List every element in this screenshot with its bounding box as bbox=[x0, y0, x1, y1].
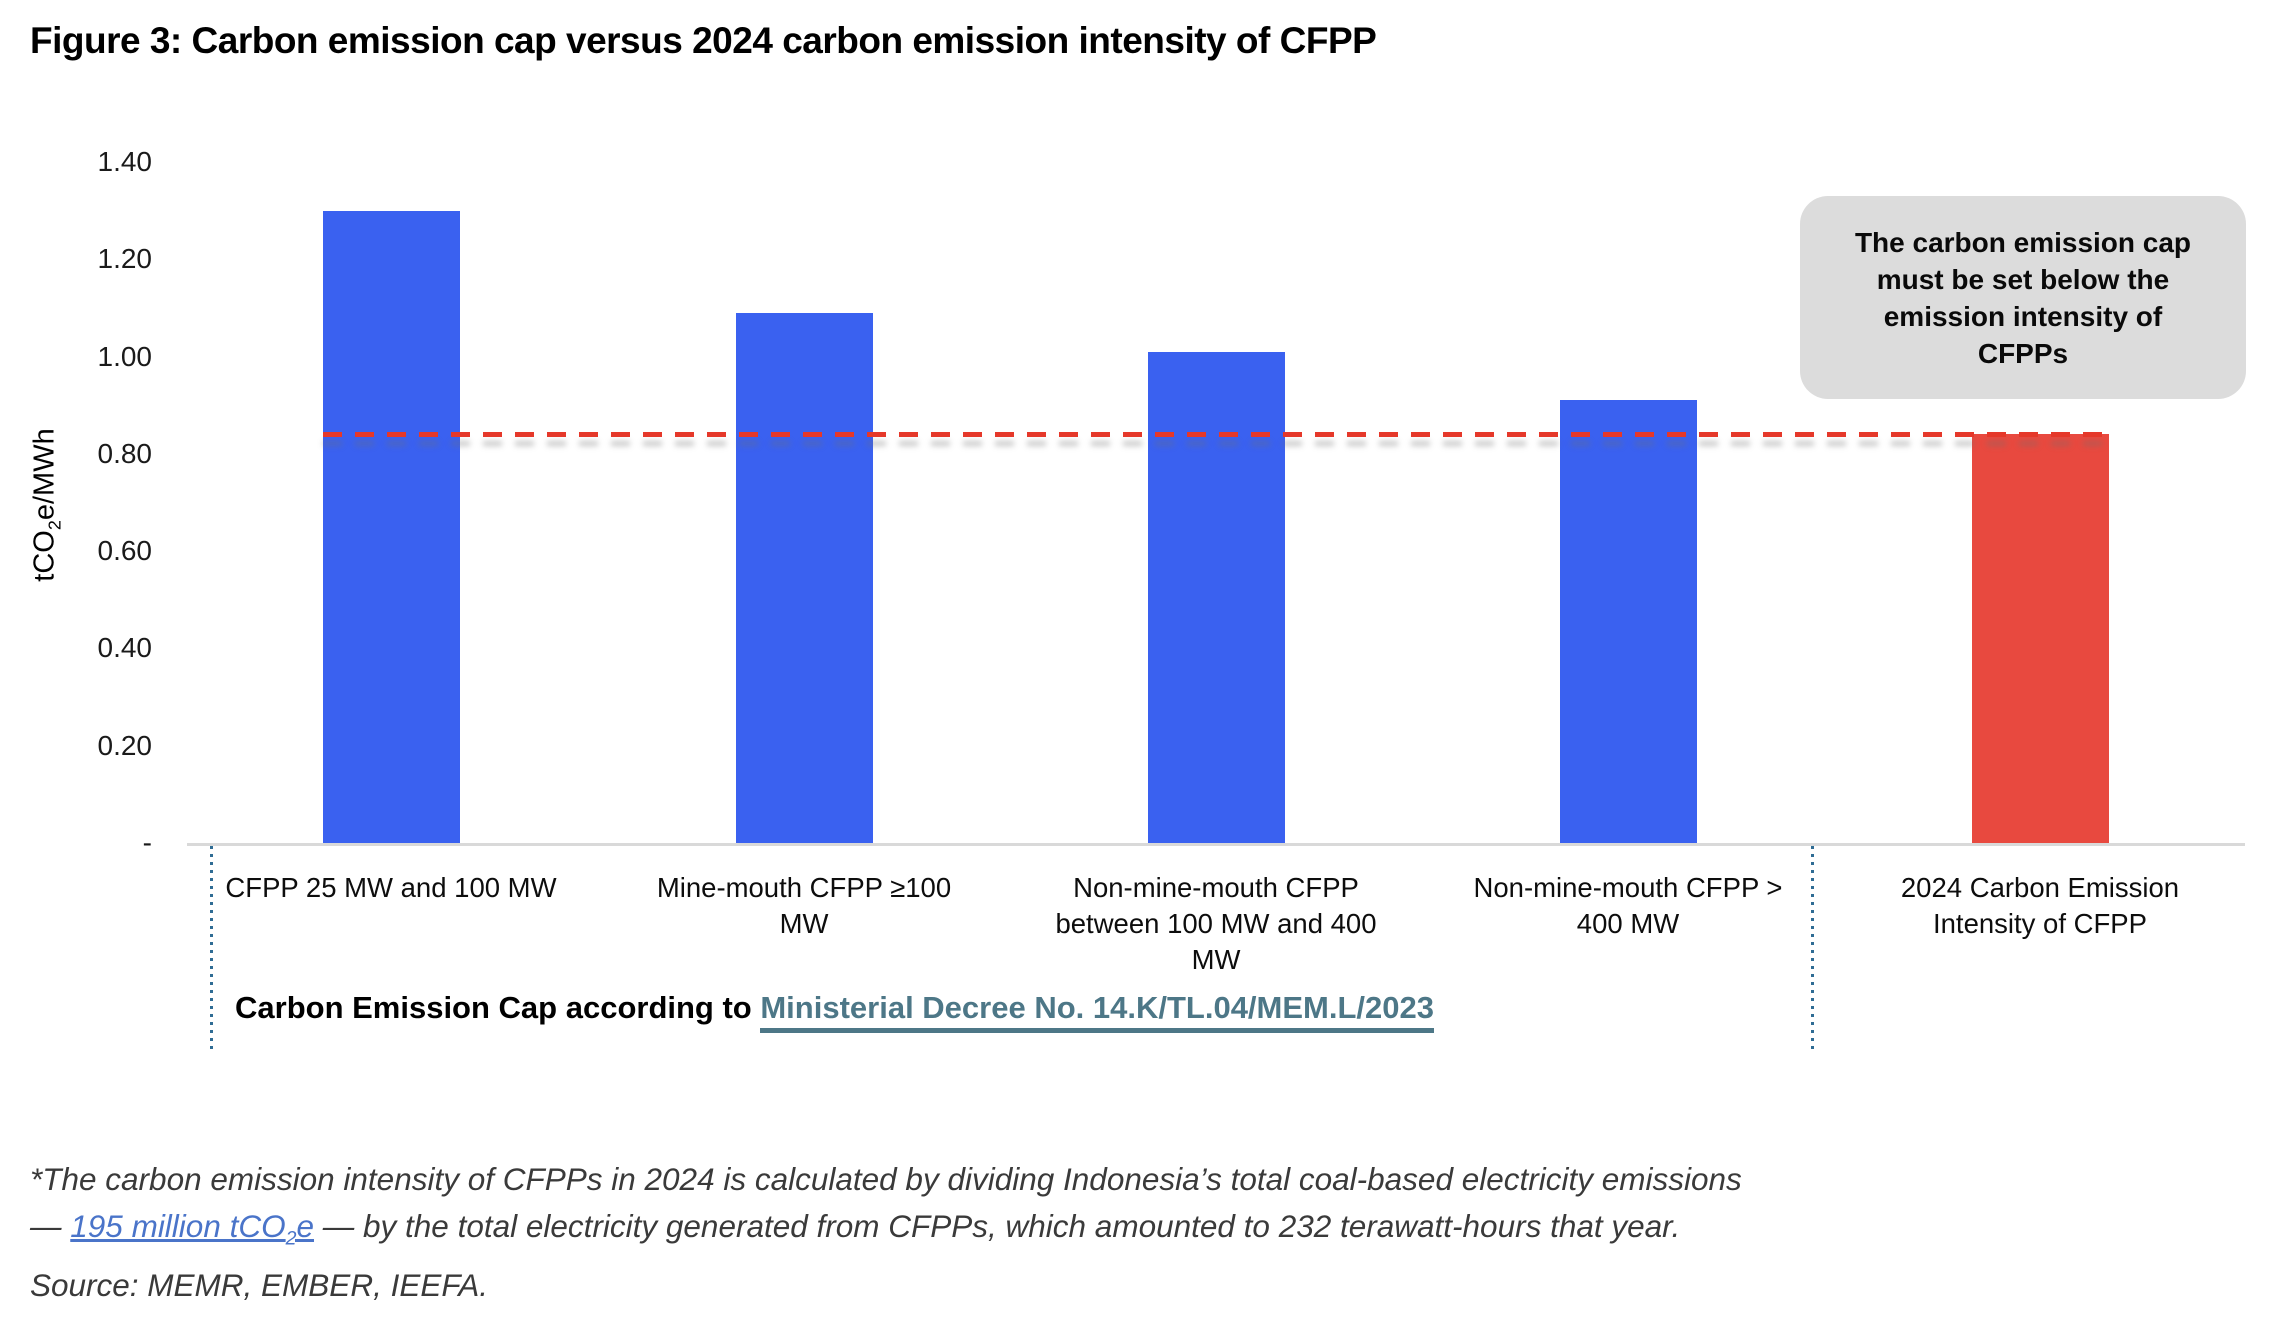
footnote-link-subscript: 2 bbox=[285, 1227, 297, 1250]
reference-dashed-line bbox=[322, 432, 2109, 438]
bracket-label-prefix: Carbon Emission Cap according to bbox=[235, 990, 761, 1025]
footnote-line-2: — 195 million tCO2e — by the total elect… bbox=[30, 1203, 2275, 1262]
bar-cap-1 bbox=[735, 312, 873, 843]
y-tick-label: 1.20 bbox=[97, 243, 153, 275]
figure-title: Figure 3: Carbon emission cap versus 202… bbox=[30, 20, 1377, 61]
bar-cap-2 bbox=[1147, 351, 1285, 843]
bracket-right-dotted-line bbox=[1811, 846, 1814, 1051]
y-tick-label: 0.60 bbox=[97, 535, 153, 567]
y-tick-label: 1.40 bbox=[97, 146, 153, 178]
y-tick-label: - bbox=[142, 827, 152, 858]
bracket-label: Carbon Emission Cap according to Ministe… bbox=[235, 990, 1434, 1033]
emissions-amount-link[interactable]: 195 million tCO2e bbox=[70, 1208, 314, 1249]
category-label-4: 2024 Carbon Emission Intensity of CFPP bbox=[1900, 872, 2180, 939]
footnote-dash-prefix: — bbox=[30, 1208, 71, 1244]
bar-intensity bbox=[1971, 434, 2109, 843]
bar-cap-0 bbox=[322, 210, 460, 843]
footnote-link-suffix: e bbox=[296, 1208, 314, 1244]
footnote: *The carbon emission intensity of CFPPs … bbox=[30, 1156, 2275, 1309]
y-tick-label: 0.40 bbox=[97, 632, 153, 664]
y-tick-label: 0.80 bbox=[97, 437, 153, 469]
y-tick-label: 1.00 bbox=[97, 340, 153, 372]
annotation-text: The carbon emission cap must be set belo… bbox=[1854, 226, 2192, 369]
footnote-line-2-rest: — by the total electricity generated fro… bbox=[314, 1208, 1681, 1244]
y-tick-label: 0.20 bbox=[97, 729, 153, 761]
x-axis-line bbox=[187, 843, 2245, 846]
footnote-line-1: *The carbon emission intensity of CFPPs … bbox=[30, 1161, 1742, 1197]
annotation-box: The carbon emission cap must be set belo… bbox=[1800, 196, 2246, 399]
ministerial-decree-link[interactable]: Ministerial Decree No. 14.K/TL.04/MEM.L/… bbox=[760, 990, 1434, 1033]
bar-cap-3 bbox=[1559, 400, 1697, 843]
bracket-left-dotted-line bbox=[210, 846, 213, 1051]
y-axis-label-subscript: 2 bbox=[44, 520, 65, 531]
footnote-source: Source: MEMR, EMBER, IEEFA. bbox=[30, 1267, 489, 1304]
category-label-3: Non-mine-mouth CFPP > 400 MW bbox=[1473, 872, 1783, 939]
footnote-link-text: 195 million tCO bbox=[70, 1208, 286, 1244]
category-label-2: Non-mine-mouth CFPP between 100 MW and 4… bbox=[1055, 872, 1377, 975]
category-label-0: CFPP 25 MW and 100 MW bbox=[225, 872, 557, 903]
category-label-1: Mine-mouth CFPP ≥100 MW bbox=[656, 872, 952, 939]
